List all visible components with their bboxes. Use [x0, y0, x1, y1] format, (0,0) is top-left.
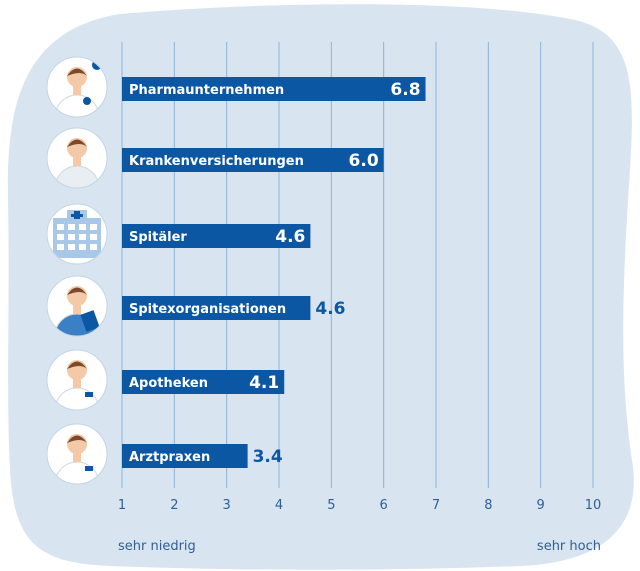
bar	[122, 370, 285, 394]
x-tick-label: 5	[327, 498, 335, 513]
bar	[122, 77, 426, 101]
bar-category-label: Krankenversicherungen	[129, 154, 304, 169]
x-tick-label: 10	[585, 498, 602, 513]
x-axis: 1 2 3 4 5 6 7 8 9 10	[118, 498, 601, 513]
bar-category-label: Spitexorganisationen	[129, 302, 286, 317]
x-tick-label: 1	[118, 498, 126, 513]
bar	[122, 444, 248, 468]
bar	[122, 224, 311, 248]
x-tick-label: 2	[170, 498, 178, 513]
bar-category-label: Apotheken	[129, 376, 208, 391]
insurance-agent-icon	[46, 127, 108, 189]
x-tick-label: 6	[380, 498, 388, 513]
x-tick-label: 3	[223, 498, 231, 513]
bar-value-label: 4.1	[249, 373, 279, 393]
bar	[122, 296, 311, 320]
x-tick-label: 8	[484, 498, 492, 513]
bar-value-label: 6.0	[349, 151, 379, 171]
gridlines	[121, 42, 594, 488]
axis-caption-high: sehr hoch	[537, 539, 601, 554]
x-tick-label: 7	[432, 498, 440, 513]
hospital-building-icon	[46, 203, 108, 265]
bar-category-label: Pharmaunternehmen	[129, 83, 284, 98]
bar-value-label: 3.4	[253, 447, 283, 467]
bar-value-label: 6.8	[390, 80, 420, 100]
bar-value-label: 4.6	[275, 227, 305, 247]
icons	[46, 56, 108, 485]
bar-value-label: 4.6	[315, 299, 345, 319]
pharmacist-icon	[46, 349, 108, 411]
x-tick-label: 9	[537, 498, 545, 513]
bar-category-label: Spitäler	[129, 230, 187, 245]
background-blob	[7, 4, 634, 570]
nurse-clipboard-icon	[46, 275, 108, 337]
pharma-researcher-icon	[46, 56, 108, 118]
x-tick-label: 4	[275, 498, 283, 513]
doctor-icon	[46, 423, 108, 485]
axis-caption-low: sehr niedrig	[118, 539, 196, 554]
bar	[122, 148, 384, 172]
bar-category-label: Arztpraxen	[129, 450, 210, 465]
bars: Pharmaunternehmen 6.8 Krankenversicherunge…	[122, 77, 426, 468]
